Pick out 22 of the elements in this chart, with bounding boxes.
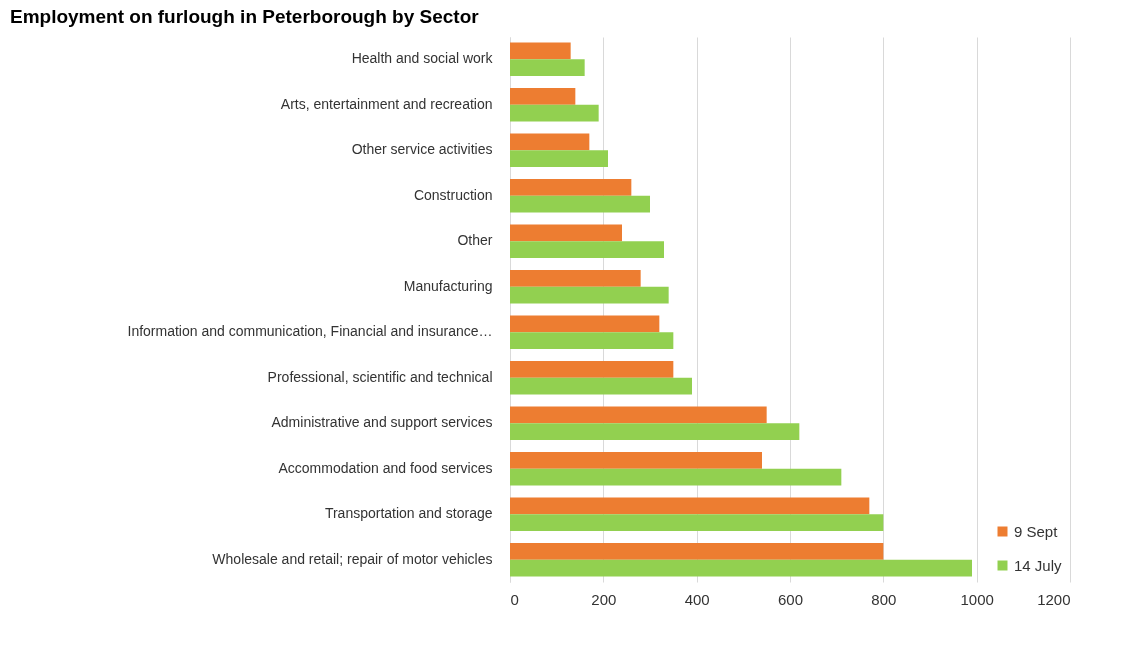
y-tick-label: Wholesale and retail; repair of motor vehicles [212, 550, 493, 567]
y-tick-label: Administrative and support services [271, 414, 493, 431]
x-tick-label: 200 [591, 590, 617, 608]
y-tick-label: Manufacturing [403, 277, 493, 294]
x-tick-label: 600 [777, 590, 804, 608]
legend-label: 9 Sept [1014, 522, 1059, 540]
x-tick-label: 1000 [960, 590, 994, 608]
y-tick-label: Transportation and storage [324, 505, 493, 522]
y-tick-label: Other [457, 232, 493, 249]
x-tick-label: 800 [871, 590, 897, 608]
x-tick-label: 1200 [1037, 590, 1071, 608]
y-tick-label: Information and communication, Financial and insurance… [127, 323, 493, 340]
x-tick-label: 0 [510, 590, 519, 608]
y-tick-label: Construction [413, 186, 493, 203]
y-tick-label: Health and social work [351, 50, 494, 67]
x-tick-label: 400 [684, 590, 710, 608]
y-tick-label: Accommodation and food services [278, 459, 493, 476]
y-tick-label: Professional, scientific and technical [267, 368, 493, 385]
y-tick-label: Arts, entertainment and recreation [280, 95, 493, 112]
y-tick-label: Other service activities [351, 141, 493, 158]
legend-label: 14 July [1014, 556, 1063, 574]
text: Employment on furlough in Peterborough by Sector [10, 6, 480, 27]
